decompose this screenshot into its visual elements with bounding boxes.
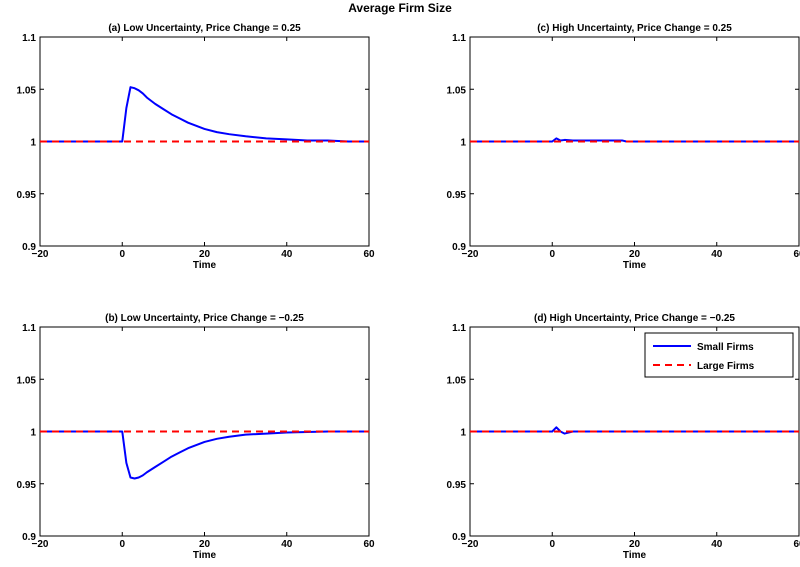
y-tick-label: 1.05 (447, 85, 467, 96)
legend-label: Small Firms (697, 342, 754, 353)
x-tick-label: 0 (549, 249, 555, 260)
legend: Small Firms Large Firms (644, 332, 794, 378)
x-tick-label: 60 (793, 539, 800, 550)
x-tick-label: 60 (363, 249, 375, 260)
y-tick-label: 0.95 (447, 190, 467, 201)
small-firms-line (40, 86, 369, 143)
x-axis-label: Time (193, 260, 217, 271)
chart-panel: (b) Low Uncertainty, Price Change = −0.2… (17, 313, 375, 561)
y-tick-label: 1.1 (452, 33, 466, 44)
y-tick-label: 1.05 (17, 85, 37, 96)
x-tick-label: 20 (199, 539, 211, 550)
x-tick-label: −20 (462, 539, 479, 550)
x-axis-label: Time (623, 550, 647, 561)
x-tick-label: 40 (281, 249, 293, 260)
x-tick-label: 40 (281, 539, 293, 550)
y-tick-label: 1 (460, 428, 466, 439)
y-tick-label: 1.05 (447, 375, 467, 386)
chart-title: (c) High Uncertainty, Price Change = 0.2… (537, 23, 732, 34)
x-tick-label: 0 (119, 539, 125, 550)
x-tick-label: −20 (32, 249, 49, 260)
chart-panel: (c) High Uncertainty, Price Change = 0.2… (447, 23, 800, 271)
y-tick-label: 1 (460, 138, 466, 149)
x-tick-label: 40 (711, 539, 723, 550)
small-firms-line (40, 430, 369, 480)
x-tick-label: 60 (793, 249, 800, 260)
y-tick-label: 0.9 (22, 242, 36, 253)
chart-title: (a) Low Uncertainty, Price Change = 0.25 (108, 23, 301, 34)
y-tick-label: 1.1 (452, 323, 466, 334)
x-tick-label: −20 (462, 249, 479, 260)
y-tick-label: 0.9 (452, 532, 466, 543)
y-tick-label: 1 (30, 138, 36, 149)
y-tick-label: 1.1 (22, 323, 36, 334)
x-tick-label: 60 (363, 539, 375, 550)
chart-panel: (a) Low Uncertainty, Price Change = 0.25… (17, 23, 375, 271)
legend-label: Large Firms (697, 361, 755, 372)
chart-title: (d) High Uncertainty, Price Change = −0.… (534, 313, 735, 324)
chart-panel: (d) High Uncertainty, Price Change = −0.… (447, 313, 800, 561)
x-axis-label: Time (623, 260, 647, 271)
y-tick-label: 0.9 (22, 532, 36, 543)
figure-title: Average Firm Size (348, 1, 452, 15)
x-tick-label: 0 (119, 249, 125, 260)
y-tick-label: 1.1 (22, 33, 36, 44)
x-tick-label: −20 (32, 539, 49, 550)
y-tick-label: 1.05 (17, 375, 37, 386)
y-tick-label: 0.9 (452, 242, 466, 253)
x-axis-label: Time (193, 550, 217, 561)
y-tick-label: 0.95 (447, 480, 467, 491)
legend-box (644, 332, 794, 378)
x-tick-label: 40 (711, 249, 723, 260)
chart-title: (b) Low Uncertainty, Price Change = −0.2… (105, 313, 304, 324)
y-tick-label: 0.95 (17, 480, 37, 491)
x-tick-label: 20 (629, 249, 641, 260)
small-firms-line (470, 137, 799, 143)
x-tick-label: 20 (629, 539, 641, 550)
y-tick-label: 1 (30, 428, 36, 439)
x-tick-label: 20 (199, 249, 211, 260)
x-tick-label: 0 (549, 539, 555, 550)
y-tick-label: 0.95 (17, 190, 37, 201)
